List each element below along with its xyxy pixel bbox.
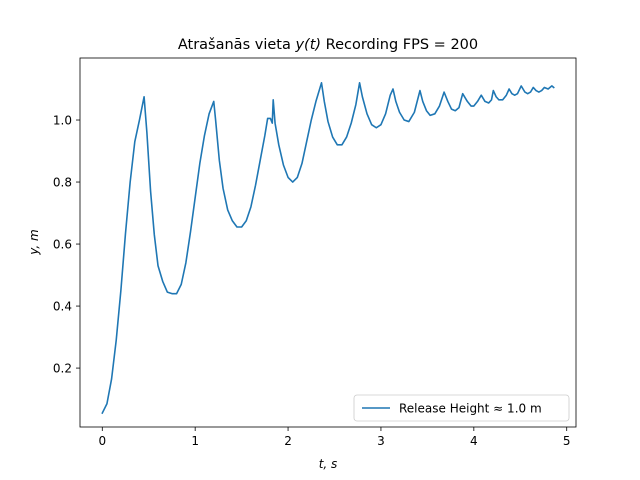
y-tick-label: 0.2 — [53, 362, 72, 376]
title-suffix: Recording FPS = 200 — [321, 37, 478, 53]
plot-frame — [79, 57, 577, 428]
x-tick-label: 4 — [470, 434, 478, 448]
y-tick-label: 0.4 — [53, 300, 72, 314]
series-line — [101, 82, 555, 415]
x-tick-label: 1 — [191, 434, 199, 448]
x-tick-label: 0 — [98, 434, 106, 448]
title-math: y(t) — [294, 37, 321, 53]
x-tick-label: 3 — [377, 434, 385, 448]
y-axis-label: y, m — [27, 229, 41, 256]
y-tick-label: 0.8 — [53, 176, 72, 190]
title-prefix: Atrašanās vieta — [178, 37, 296, 53]
legend-label: Release Height ≈ 1.0 m — [399, 402, 542, 416]
chart-title: Atrašanās vieta y(t) Recording FPS = 200 — [178, 37, 478, 53]
legend: Release Height ≈ 1.0 m — [353, 394, 570, 422]
y-tick-label: 0.6 — [53, 238, 72, 252]
x-axis-ticks: 0 1 2 3 4 5 — [98, 427, 571, 448]
x-tick-label: 2 — [284, 434, 292, 448]
y-tick-label: 1.0 — [53, 114, 72, 128]
plot-area — [80, 58, 576, 427]
y-axis-ticks: 0.2 0.4 0.6 0.8 1.0 — [53, 114, 80, 376]
legend-box — [353, 394, 570, 422]
x-tick-label: 5 — [563, 434, 571, 448]
x-axis-label: t, s — [319, 457, 338, 471]
